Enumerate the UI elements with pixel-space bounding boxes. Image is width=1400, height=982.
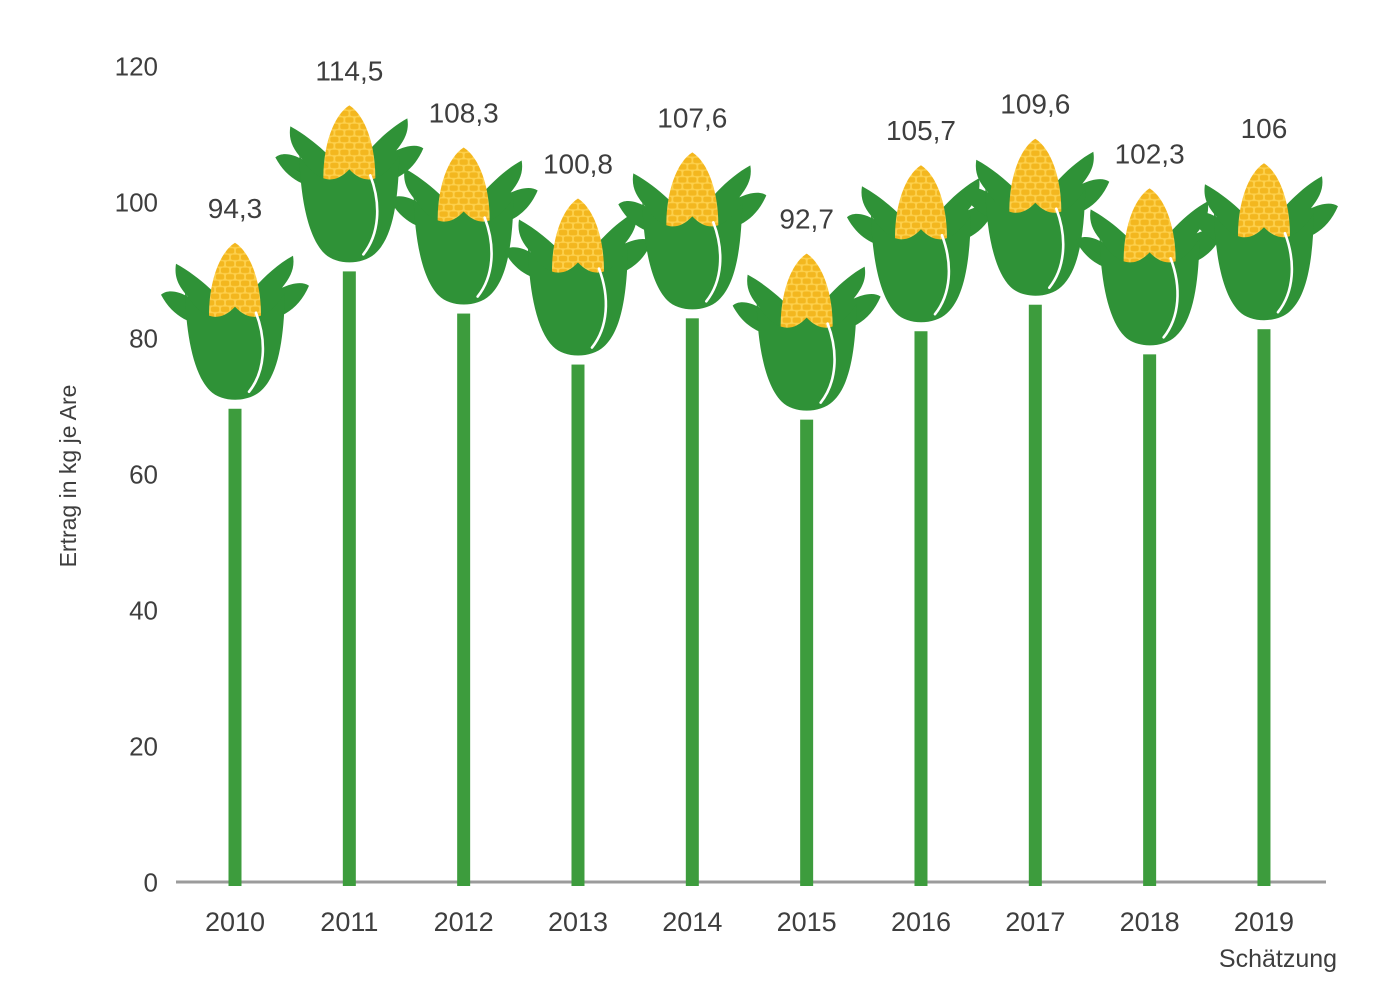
x-tick-label: 2016 — [891, 907, 951, 937]
bar-stem — [1257, 329, 1271, 886]
y-tick-label: 0 — [144, 868, 158, 898]
bar-stem — [342, 271, 356, 886]
corn-icon — [502, 197, 654, 357]
x-tick-label: 2017 — [1005, 907, 1065, 937]
x-tick-label: 2015 — [777, 907, 837, 937]
corn-icon — [159, 241, 311, 402]
bar-2014: 107,6 2014 — [617, 102, 768, 937]
y-tick-label: 100 — [115, 188, 158, 218]
value-label: 109,6 — [1000, 89, 1070, 120]
value-label: 114,5 — [315, 55, 383, 86]
bar-stem — [228, 408, 242, 886]
bar-2018: 102,3 2018 — [1074, 138, 1225, 937]
value-label: 105,7 — [886, 115, 956, 146]
bar-2019: 106 2019 Schätzung — [1188, 113, 1340, 973]
bar-2012: 108,3 2012 — [388, 98, 539, 937]
bar-2016: 105,7 2016 — [845, 115, 997, 937]
bar-2013: 100,8 2013 — [502, 149, 654, 937]
corn-icon — [731, 252, 882, 412]
bar-stem — [800, 419, 814, 886]
corn-icon — [388, 146, 539, 306]
x-tick-label: 2014 — [662, 907, 722, 937]
x-tick-label: 2010 — [205, 907, 265, 937]
bar-stem — [1028, 304, 1042, 887]
bar-2010: 94,3 2010 — [159, 193, 311, 937]
bar-stem — [685, 318, 699, 886]
x-axis-note: Schätzung — [1219, 945, 1337, 973]
value-label: 92,7 — [779, 204, 834, 235]
value-label: 94,3 — [208, 193, 263, 224]
bar-stem — [457, 313, 471, 886]
bar-2017: 109,6 2017 — [960, 89, 1111, 937]
bar-stem — [571, 364, 585, 886]
x-tick-label: 2019 — [1234, 907, 1294, 937]
bar-2011: 114,5 2011 — [274, 55, 425, 937]
x-tick-label: 2013 — [548, 907, 608, 937]
value-label: 100,8 — [543, 149, 613, 180]
y-tick-label: 40 — [129, 596, 158, 626]
bar-stem — [1143, 354, 1157, 886]
corn-icon — [1074, 187, 1225, 347]
value-label: 107,6 — [657, 102, 727, 133]
y-tick-label: 60 — [129, 460, 158, 490]
x-tick-label: 2012 — [434, 907, 494, 937]
corn-icon — [274, 104, 425, 264]
corn-icon — [617, 151, 768, 311]
value-label: 108,3 — [429, 98, 499, 129]
x-tick-label: 2011 — [320, 907, 378, 937]
bar-stem — [914, 331, 928, 886]
x-tick-label: 2018 — [1120, 907, 1180, 937]
y-tick-label: 20 — [129, 732, 158, 762]
y-axis-ticks: 0 20 40 60 80 100 120 — [115, 52, 158, 898]
y-tick-label: 120 — [115, 52, 158, 82]
y-axis-title: Ertrag in kg je Are — [55, 385, 81, 568]
value-label: 102,3 — [1115, 138, 1185, 169]
value-label: 106 — [1241, 113, 1288, 144]
y-tick-label: 80 — [129, 324, 158, 354]
bar-2015: 92,7 2015 — [731, 204, 882, 937]
